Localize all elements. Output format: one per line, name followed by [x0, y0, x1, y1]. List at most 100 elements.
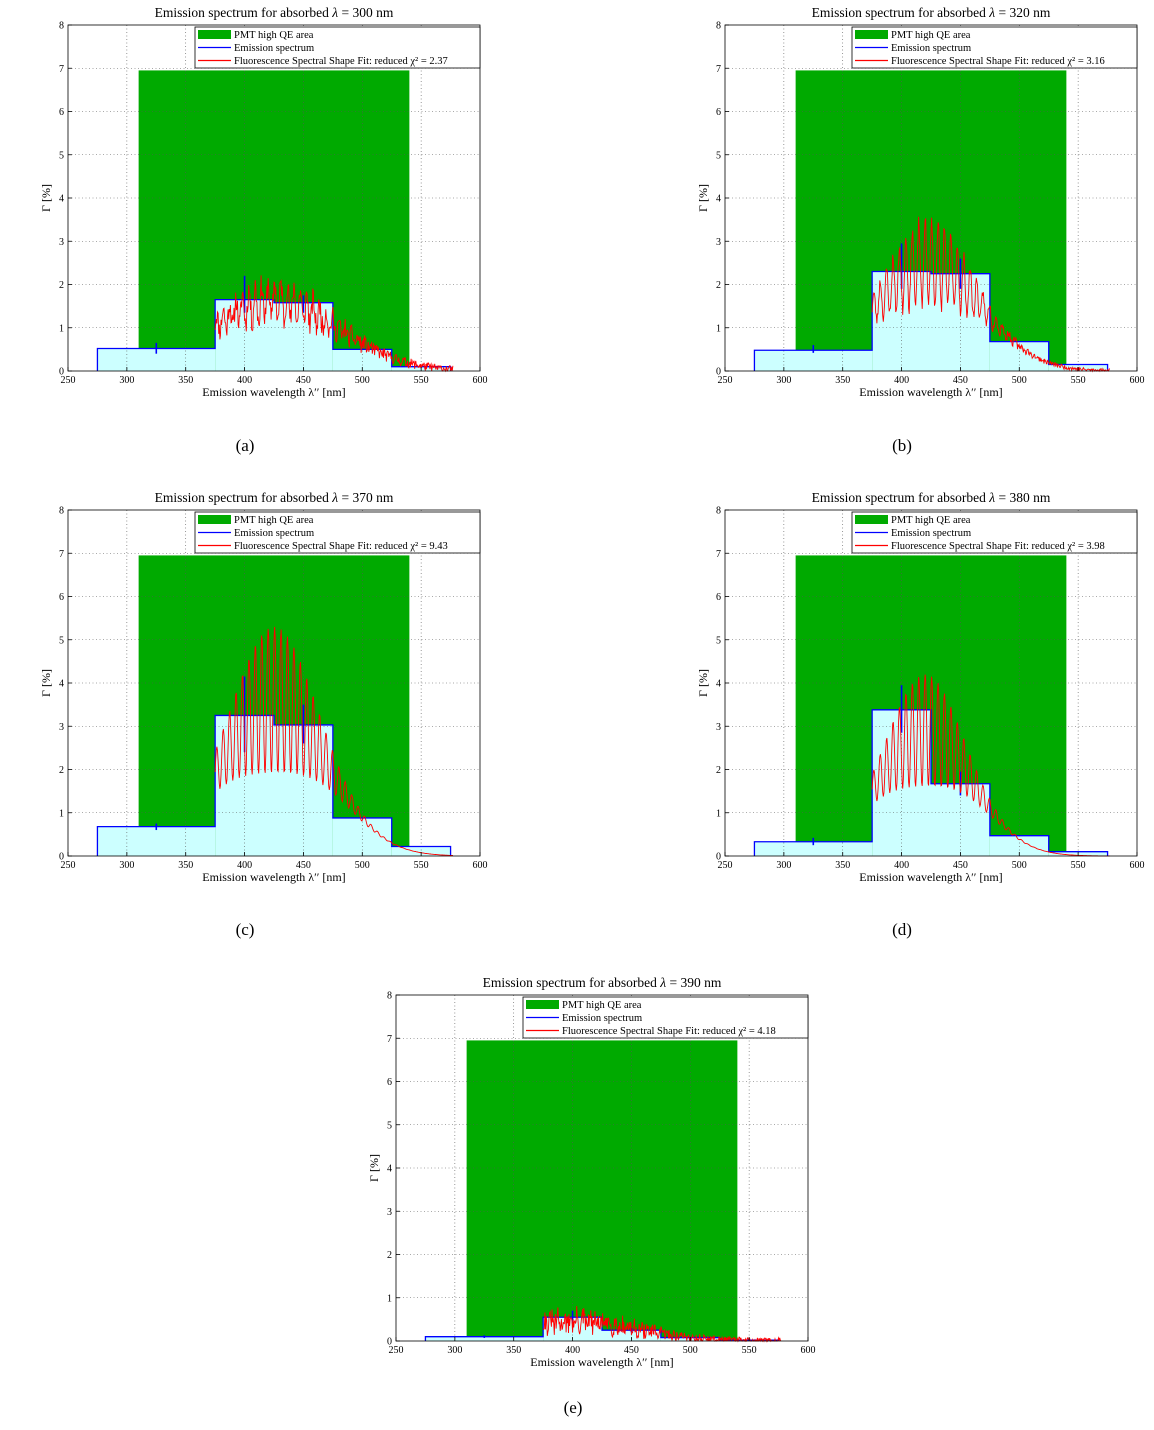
- legend-box: [851, 26, 1138, 69]
- x-tick-label: 600: [1130, 860, 1145, 871]
- y-axis-label: Γ [%]: [39, 669, 53, 697]
- x-tick-label: 350: [835, 860, 850, 871]
- x-axis-label: Emission wavelength λ′′ [nm]: [530, 1355, 673, 1369]
- y-tick-label: 3: [387, 1207, 392, 1218]
- legend-swatch-qe: [526, 1000, 559, 1009]
- legend-entry-qe: PMT high QE area: [234, 30, 314, 41]
- x-tick-label: 550: [1071, 860, 1086, 871]
- x-tick-label: 450: [953, 860, 968, 871]
- y-tick-label: 4: [716, 679, 721, 690]
- x-tick-label: 400: [237, 860, 252, 871]
- x-tick-label: 600: [473, 860, 488, 871]
- y-tick-label: 5: [387, 1120, 392, 1131]
- x-tick-label: 250: [61, 860, 76, 871]
- y-tick-label: 3: [59, 722, 64, 733]
- legend-box: [522, 996, 809, 1039]
- chart-title-symbol: λ: [988, 490, 995, 505]
- legend-entry-qe: PMT high QE area: [891, 30, 971, 41]
- x-tick-label: 500: [355, 375, 370, 386]
- chart-title-value: = 380 nm: [995, 490, 1051, 505]
- legend-swatch-qe: [855, 30, 888, 39]
- x-tick-label: 250: [718, 375, 733, 386]
- panel-caption-a: (a): [235, 436, 255, 455]
- pmt-qe-area: [466, 1040, 738, 1341]
- emission-bin-4: [391, 846, 451, 856]
- x-tick-label: 250: [61, 375, 76, 386]
- y-tick-label: 1: [716, 808, 721, 819]
- chart-panel-c: Emission spectrum for absorbed λ = 370 n…: [30, 485, 530, 905]
- legend-box: [194, 511, 481, 554]
- x-tick-label: 600: [801, 1345, 816, 1356]
- emission-chart: Emission spectrum for absorbed λ = 390 n…: [367, 975, 816, 1369]
- y-tick-label: 5: [59, 635, 64, 646]
- chart-title-symbol: λ: [331, 5, 338, 20]
- x-tick-label: 250: [389, 1345, 404, 1356]
- x-tick-label: 350: [835, 375, 850, 386]
- x-axis-label: Emission wavelength λ′′ [nm]: [859, 385, 1002, 399]
- x-tick-label: 400: [894, 860, 909, 871]
- legend-entry-fit: Fluorescence Spectral Shape Fit: reduced…: [891, 541, 1105, 552]
- chart-title: Emission spectrum for absorbed λ = 300 n…: [155, 5, 394, 20]
- x-axis-label: Emission wavelength λ′′ [nm]: [859, 870, 1002, 884]
- chart-title-value: = 370 nm: [338, 490, 394, 505]
- legend-swatch-qe: [198, 515, 231, 524]
- y-tick-label: 4: [59, 194, 64, 205]
- chart-title-prefix: Emission spectrum for absorbed: [483, 975, 661, 990]
- chart-title-symbol: λ: [659, 975, 666, 990]
- x-tick-label: 450: [296, 860, 311, 871]
- y-tick-label: 6: [716, 592, 721, 603]
- y-tick-label: 3: [59, 237, 64, 248]
- emission-bin-0: [425, 1336, 544, 1341]
- y-tick-label: 6: [387, 1077, 392, 1088]
- emission-bin-3: [989, 835, 1049, 856]
- emission-bin-0: [754, 350, 873, 371]
- fit-curve: [871, 674, 1110, 857]
- fit-curve: [214, 275, 454, 373]
- y-tick-label: 7: [59, 549, 64, 560]
- legend-entry-qe: PMT high QE area: [891, 515, 971, 526]
- y-tick-label: 1: [716, 323, 721, 334]
- x-tick-label: 500: [355, 860, 370, 871]
- fit-curve: [214, 626, 453, 856]
- y-tick-label: 3: [716, 722, 721, 733]
- x-tick-label: 550: [414, 860, 429, 871]
- x-tick-label: 300: [119, 375, 134, 386]
- x-tick-label: 450: [953, 375, 968, 386]
- y-tick-label: 6: [59, 592, 64, 603]
- y-axis-label: Γ [%]: [39, 184, 53, 212]
- chart-title-prefix: Emission spectrum for absorbed: [812, 490, 990, 505]
- legend-entry-qe: PMT high QE area: [234, 515, 314, 526]
- y-tick-label: 8: [716, 506, 721, 517]
- emission-bin-2: [931, 783, 990, 856]
- chart-title-prefix: Emission spectrum for absorbed: [155, 490, 333, 505]
- x-tick-label: 300: [447, 1345, 462, 1356]
- x-tick-label: 500: [1012, 375, 1027, 386]
- x-tick-label: 400: [894, 375, 909, 386]
- x-axis-label: Emission wavelength λ′′ [nm]: [202, 870, 345, 884]
- y-tick-label: 7: [716, 549, 721, 560]
- y-tick-label: 7: [716, 64, 721, 75]
- x-tick-label: 350: [178, 375, 193, 386]
- emission-chart: Emission spectrum for absorbed λ = 370 n…: [39, 490, 488, 884]
- legend-box: [194, 26, 481, 69]
- y-axis-label: Γ [%]: [696, 669, 710, 697]
- x-tick-label: 450: [624, 1345, 639, 1356]
- emission-bin-3: [332, 349, 392, 371]
- x-tick-label: 550: [1071, 375, 1086, 386]
- legend-swatch-qe: [198, 30, 231, 39]
- x-tick-label: 400: [237, 375, 252, 386]
- y-tick-label: 1: [387, 1293, 392, 1304]
- y-tick-label: 1: [59, 808, 64, 819]
- chart-title-prefix: Emission spectrum for absorbed: [155, 5, 333, 20]
- chart-title-symbol: λ: [331, 490, 338, 505]
- chart-title: Emission spectrum for absorbed λ = 370 n…: [155, 490, 394, 505]
- y-tick-label: 4: [59, 679, 64, 690]
- chart-title-symbol: λ: [988, 5, 995, 20]
- chart-panel-a: Emission spectrum for absorbed λ = 300 n…: [30, 0, 530, 420]
- x-tick-label: 400: [565, 1345, 580, 1356]
- legend-box: [851, 511, 1138, 554]
- x-tick-label: 300: [119, 860, 134, 871]
- y-tick-label: 5: [59, 150, 64, 161]
- y-tick-label: 0: [716, 367, 721, 378]
- legend-entry-fit: Fluorescence Spectral Shape Fit: reduced…: [234, 56, 448, 67]
